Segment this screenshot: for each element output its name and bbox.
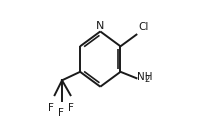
Text: 2: 2 [144,75,150,84]
Text: Cl: Cl [139,22,149,33]
Text: F: F [68,103,73,113]
Text: NH: NH [137,72,153,82]
Text: F: F [58,108,64,118]
Text: F: F [49,103,54,113]
Text: N: N [96,21,104,31]
